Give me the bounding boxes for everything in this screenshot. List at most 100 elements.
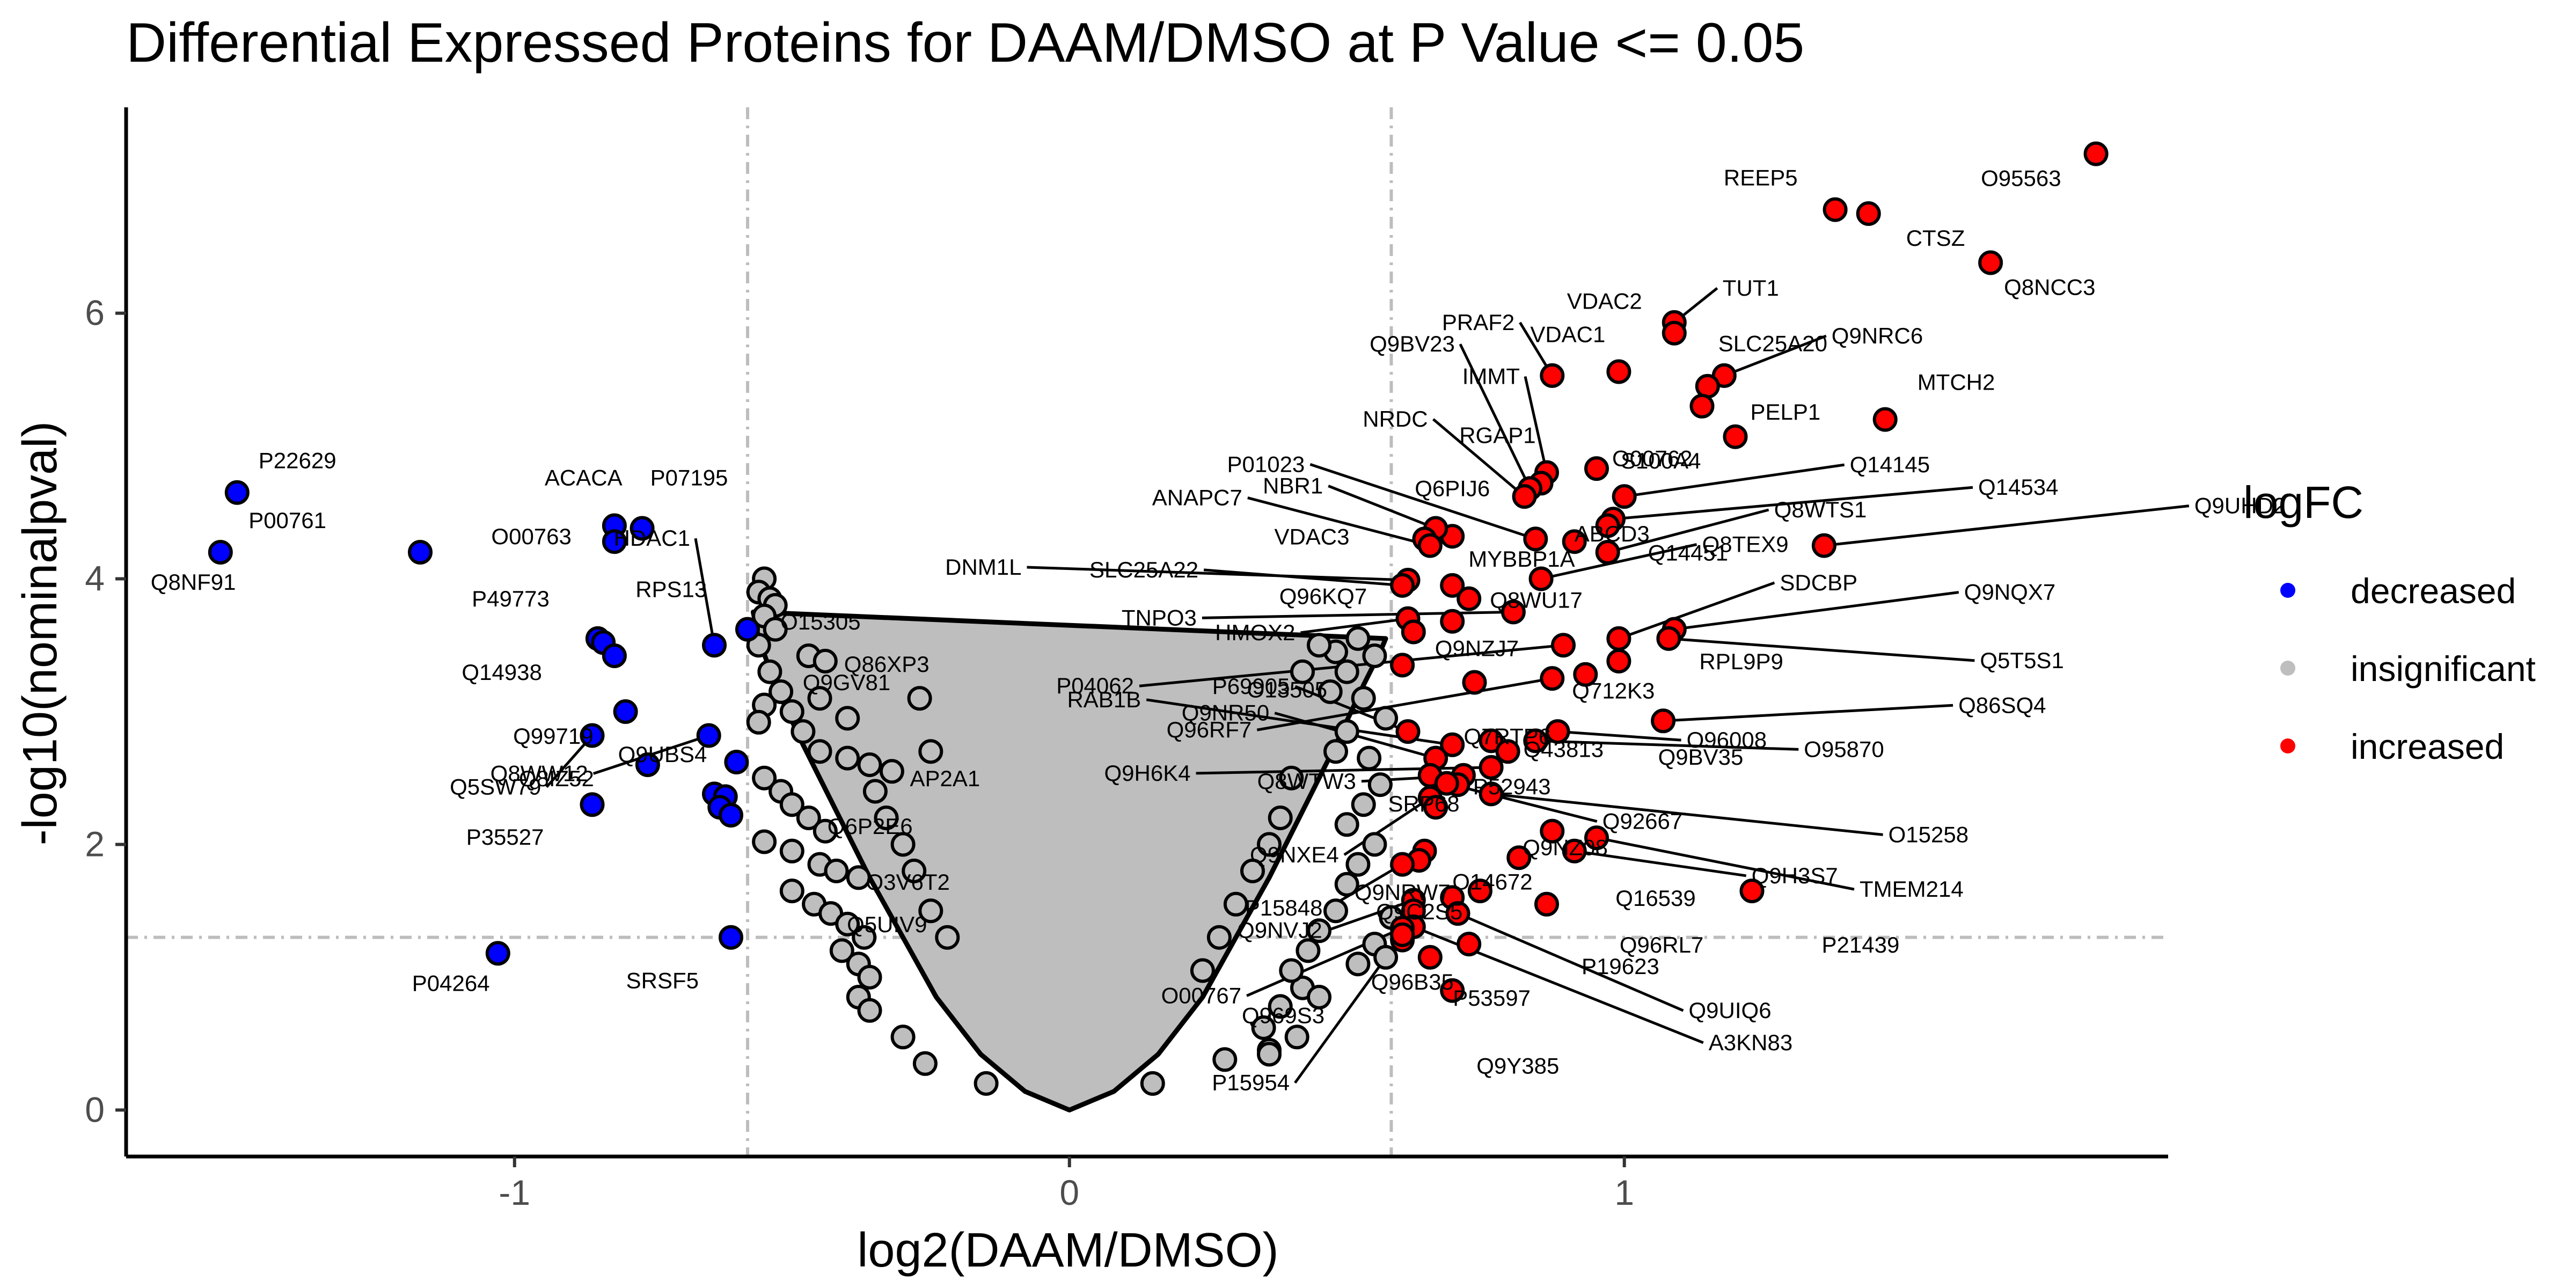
point-label: Q9H6K4: [1104, 760, 1191, 786]
insignificant-point: [1345, 952, 1371, 977]
point-label: Q9H3S7: [1752, 863, 1838, 888]
y-tick-label: 6: [85, 293, 105, 333]
point-label: Q86SQ4: [1958, 692, 2046, 718]
increased-point: [1551, 633, 1576, 658]
increased-point: [1545, 719, 1570, 744]
insignificant-point: [846, 865, 871, 890]
point-label: MTCH2: [1918, 370, 1995, 395]
point-label: Q14534: [1978, 474, 2058, 500]
point-label: Q9NZ08: [1523, 835, 1608, 860]
insignificant-point: [1351, 792, 1376, 817]
insignificant-point: [874, 806, 899, 830]
point-label: ABCD3: [1575, 521, 1650, 546]
increased-point: [1612, 484, 1637, 509]
increased-point: [1390, 852, 1415, 877]
increased-point: [1540, 666, 1565, 691]
increased-point: [1651, 708, 1676, 734]
increased-point: [1440, 573, 1465, 598]
leader-line: [1824, 504, 2190, 547]
insignificant-point: [1357, 745, 1382, 771]
legend: logFC decreased insignificant increased: [2243, 477, 2536, 766]
increased-point: [1606, 359, 1631, 384]
point-label: Q96KQ7: [1279, 584, 1367, 609]
increased-point: [1417, 533, 1443, 558]
decreased-point: [224, 480, 250, 505]
decreased-point: [580, 792, 605, 817]
insignificant-point: [862, 779, 888, 804]
increased-point: [1562, 838, 1587, 863]
increased-point: [1506, 845, 1532, 870]
insignificant-point: [918, 739, 943, 764]
insignificant-point: [1240, 858, 1265, 883]
insignificant-point: [835, 911, 860, 936]
insignificant-point: [1351, 686, 1376, 711]
point-label: O95563: [1981, 166, 2061, 191]
point-label: TUT1: [1723, 275, 1779, 301]
point-label: Q9NRW7: [1355, 880, 1451, 905]
point-label: Q8WU17: [1490, 588, 1583, 613]
point-label: Q9UBS4: [618, 742, 707, 767]
point-label: O00762: [1612, 446, 1692, 471]
insignificant-point: [1257, 1042, 1282, 1067]
point-label: Q9GV81: [803, 670, 890, 695]
decreased-point: [602, 529, 627, 554]
insignificant-point: [779, 792, 804, 817]
leader-line: [1607, 508, 1769, 554]
point-label: SRSF5: [626, 968, 699, 993]
point-label: IMMT: [1462, 364, 1520, 389]
decreased-point: [724, 750, 749, 774]
increased-point: [1390, 573, 1415, 598]
insignificant-point: [1284, 1024, 1309, 1050]
leader-line: [1203, 568, 1403, 587]
point-label: VDAC3: [1274, 524, 1349, 549]
insignificant-point: [1268, 994, 1293, 1019]
y-axis-title: -log10(nominalpval): [13, 421, 67, 845]
insignificant-point: [1307, 918, 1331, 943]
point-label: P15954: [1212, 1070, 1290, 1095]
chart-title: Differential Expressed Proteins for DAAM…: [126, 12, 1804, 74]
insignificant-point: [752, 765, 777, 791]
increased-point: [1595, 513, 1620, 538]
insignificant-point: [1223, 891, 1248, 917]
leader-line: [1457, 912, 1684, 1012]
legend-label-insignificant: insignificant: [2351, 649, 2536, 689]
increased-point: [1440, 978, 1465, 1003]
point-label: Q9NZJ7: [1435, 636, 1519, 661]
insignificant-point: [1251, 1015, 1276, 1040]
leader-line: [1432, 418, 1526, 498]
insignificant-point: [902, 858, 927, 883]
point-label: Q5UIV9: [847, 912, 927, 937]
point-label: O15258: [1889, 822, 1968, 847]
insignificant-point: [1279, 958, 1304, 983]
point-label: P07195: [650, 465, 728, 491]
point-label: Q9UHD2: [2194, 493, 2286, 518]
x-tick-label: 1: [1614, 1173, 1634, 1212]
point-label: MYBBP1A: [1468, 546, 1575, 572]
insignificant-point: [918, 898, 943, 924]
y-tick-label: 0: [85, 1089, 105, 1129]
insignificant-point: [1367, 772, 1393, 797]
increased-point: [1417, 945, 1443, 970]
point-label: SLC25A20: [1718, 331, 1827, 356]
point-label: P04264: [412, 970, 490, 996]
insignificant-point: [835, 706, 860, 731]
insignificant-point: [1334, 719, 1359, 744]
insignificant-point: [1373, 945, 1399, 970]
point-label: Q14145: [1850, 452, 1930, 477]
leader-line: [1327, 899, 1414, 932]
point-label: P00761: [248, 508, 326, 533]
point-label: A3KN83: [1709, 1030, 1792, 1055]
point-label: Q86XP3: [844, 652, 930, 677]
increased-point: [1501, 599, 1526, 625]
point-label: AP2A1: [910, 766, 980, 791]
decreased-point: [613, 699, 638, 724]
leader-line: [1300, 617, 1408, 634]
decreased-point: [208, 540, 233, 565]
insignificant-point: [1190, 958, 1215, 983]
increased-point: [1978, 250, 2003, 275]
point-label: Q9NR50: [1182, 700, 1269, 726]
legend-entries: decreased insignificant increased: [2280, 571, 2536, 766]
decreased-point: [485, 941, 510, 966]
point-label: PRAF2: [1442, 310, 1514, 335]
legend-title: logFC: [2243, 477, 2363, 528]
